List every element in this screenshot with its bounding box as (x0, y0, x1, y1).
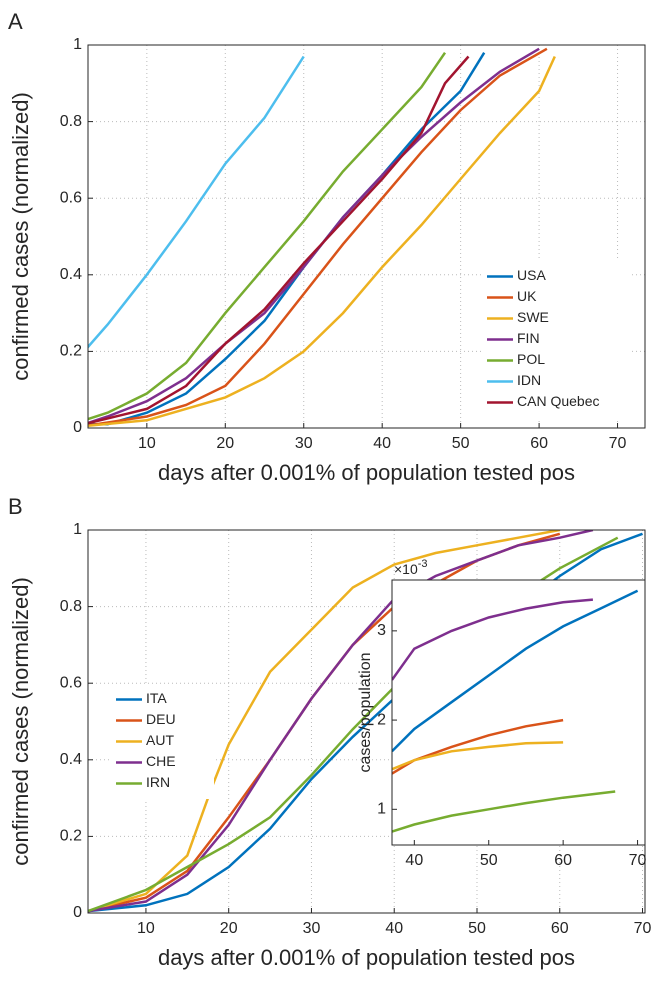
legend-label: ITA (146, 690, 167, 706)
x-tick-label: 70 (629, 852, 647, 869)
legend-label: POL (517, 351, 545, 367)
legend-label: SWE (517, 309, 549, 325)
panel-label: B (8, 494, 23, 519)
y-axis-label: cases/population (357, 652, 374, 772)
x-tick-label: 70 (634, 920, 652, 937)
x-tick-label: 40 (405, 852, 423, 869)
exponent-base: ×10 (394, 561, 418, 577)
series-line (88, 47, 540, 425)
x-tick-label: 10 (138, 435, 156, 452)
y-tick-label: 3 (377, 622, 386, 639)
x-tick-label: 50 (468, 920, 486, 937)
x-tick-label: 40 (385, 920, 403, 937)
legend-label: USA (517, 267, 546, 283)
series-line (88, 52, 486, 426)
series-line (392, 790, 616, 833)
y-tick-label: 1 (377, 801, 386, 818)
x-tick-label: 50 (480, 852, 498, 869)
x-tick-label: 70 (609, 435, 627, 452)
series-line (88, 530, 561, 913)
series-line (88, 51, 447, 421)
series-line (88, 55, 470, 425)
series-line (392, 741, 564, 771)
x-axis-label: days after 0.001% of population tested p… (158, 945, 575, 970)
legend-label: FIN (517, 330, 540, 346)
x-tick-label: 20 (220, 920, 238, 937)
series-line (88, 47, 548, 427)
legend-label: AUT (146, 732, 174, 748)
y-tick-label: 0 (73, 904, 82, 921)
y-tick-label: 0.8 (60, 113, 82, 130)
x-tick-label: 60 (530, 435, 548, 452)
x-tick-label: 60 (554, 852, 572, 869)
x-tick-label: 30 (295, 435, 313, 452)
axes-box (391, 579, 646, 846)
y-axis-label: confirmed cases (normalized) (8, 577, 33, 866)
y-tick-label: 0.6 (60, 674, 82, 691)
y-tick-label: 2 (377, 711, 386, 728)
y-tick-label: 0.4 (60, 751, 82, 768)
legend-label: UK (517, 288, 537, 304)
y-tick-label: 0 (73, 419, 82, 436)
series-line (88, 55, 305, 349)
x-tick-label: 50 (452, 435, 470, 452)
series-line (392, 598, 594, 681)
y-tick-label: 0.2 (60, 343, 82, 360)
x-tick-label: 30 (303, 920, 321, 937)
series-line (88, 55, 556, 427)
legend-label: IDN (517, 372, 541, 388)
inset-background (392, 580, 645, 845)
axes-box (87, 44, 646, 429)
x-tick-label: 40 (373, 435, 391, 452)
series-line (392, 589, 639, 753)
x-tick-label: 20 (216, 435, 234, 452)
legend-label: DEU (146, 711, 176, 727)
legend-label: CAN Quebec (517, 393, 599, 409)
y-tick-label: 0.6 (60, 189, 82, 206)
exponent-power: -3 (418, 558, 428, 570)
y-tick-label: 1 (73, 521, 82, 538)
series-line (88, 530, 594, 913)
x-tick-label: 10 (137, 920, 155, 937)
legend-label: IRN (146, 774, 170, 790)
y-tick-label: 0.8 (60, 598, 82, 615)
y-tick-label: 0.4 (60, 266, 82, 283)
legend-label: CHE (146, 753, 176, 769)
panel-label: A (8, 9, 23, 34)
x-tick-label: 60 (551, 920, 569, 937)
x-axis-label: days after 0.001% of population tested p… (158, 460, 575, 485)
y-axis-label: confirmed cases (normalized) (8, 92, 33, 381)
axis-exponent: ×10-3 (394, 558, 428, 577)
y-tick-label: 0.2 (60, 828, 82, 845)
y-tick-label: 1 (73, 36, 82, 53)
